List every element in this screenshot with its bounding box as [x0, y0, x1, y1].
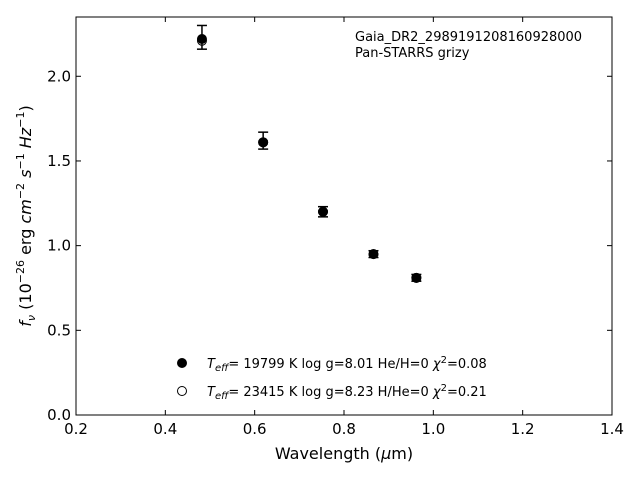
y-tick-label: 1.0: [47, 237, 71, 255]
x-tick-label: 0.4: [153, 420, 177, 438]
y-tick-label: 0.5: [47, 321, 71, 339]
model-point-open: [411, 272, 422, 283]
y-axis-label: fν (10−26 erg cm−2 s−1 Hz−1): [14, 105, 38, 326]
legend-entry-2: Teff= 23415 K log g=8.23 H/He=0 χ2=0.21: [207, 383, 487, 402]
axis-ticks: 0.2 0.4 0.6 0.8 1.0 1.2 1.4 0.0 0.5 1.0 1.5 2.0: [47, 17, 624, 438]
y-tick-label: 1.5: [47, 152, 71, 170]
model-point-open: [368, 249, 379, 260]
annotation-object-name: Gaia_DR2_2989191208160928000: [355, 30, 582, 45]
data-layer: [196, 24, 422, 283]
x-axis-label: Wavelength (μm): [275, 444, 413, 463]
y-tick-label: 0.0: [47, 406, 71, 424]
legend-marker-filled: [177, 358, 187, 368]
y-tick-label: 2.0: [47, 67, 71, 85]
plot-frame: [75, 16, 613, 416]
x-tick-label: 1.4: [600, 420, 624, 438]
x-tick-label: 1.2: [511, 420, 535, 438]
model-point-open: [318, 206, 329, 217]
x-tick-label: 1.0: [421, 420, 445, 438]
x-tick-label: 0.8: [332, 420, 356, 438]
x-tick-label: 0.6: [243, 420, 267, 438]
legend-entry-1: Teff= 19799 K log g=8.01 He/H=0 χ2=0.08: [207, 355, 487, 374]
legend: Teff= 19799 K log g=8.01 He/H=0 χ2=0.08 …: [177, 355, 487, 402]
model-point-open: [258, 137, 269, 148]
model-point-open: [196, 35, 207, 46]
annotation-survey: Pan-STARRS grizy: [355, 46, 470, 61]
legend-marker-open: [177, 386, 187, 396]
x-tick-label: 0.2: [64, 420, 88, 438]
